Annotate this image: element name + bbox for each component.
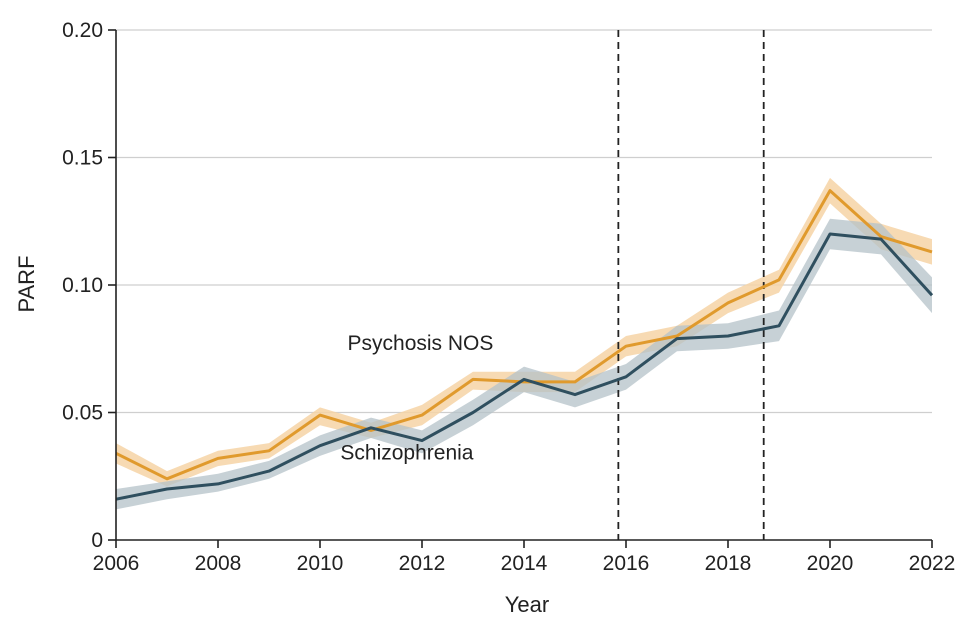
x-tick-label: 2006 [93, 552, 140, 575]
series-line-0 [115, 189, 933, 481]
y-tick-label: 0.10 [62, 274, 103, 297]
axes [108, 29, 933, 548]
x-tick-label: 2020 [807, 552, 854, 575]
reference-lines [617, 30, 765, 540]
confidence-band-1 [116, 218, 932, 510]
series-line-1 [115, 232, 934, 501]
x-tick-label: 2014 [501, 552, 548, 575]
series-label-0: Psychosis NOS [348, 332, 494, 355]
confidence-bands [116, 177, 932, 510]
y-tick-label: 0 [91, 529, 103, 552]
series-labels: Psychosis NOS Schizophrenia [340, 332, 493, 465]
tick-labels: 0 0.05 0.10 0.15 0.20 2006 2008 2010 2012 2014 201… [62, 19, 955, 575]
confidence-band-0 [116, 177, 932, 487]
x-tick-label: 2008 [195, 552, 242, 575]
x-tick-label: 2016 [603, 552, 650, 575]
y-tick-label: 0.15 [62, 147, 103, 170]
y-tick-label: 0.20 [62, 19, 103, 42]
series-label-1: Schizophrenia [340, 442, 473, 465]
y-axis-title: PARF [14, 255, 39, 312]
x-tick-label: 2012 [399, 552, 446, 575]
x-tick-label: 2022 [909, 552, 956, 575]
x-axis-title: Year [505, 592, 549, 617]
series-lines [115, 189, 934, 501]
y-tick-label: 0.05 [62, 402, 103, 425]
x-tick-label: 2010 [297, 552, 344, 575]
x-tick-label: 2018 [705, 552, 752, 575]
